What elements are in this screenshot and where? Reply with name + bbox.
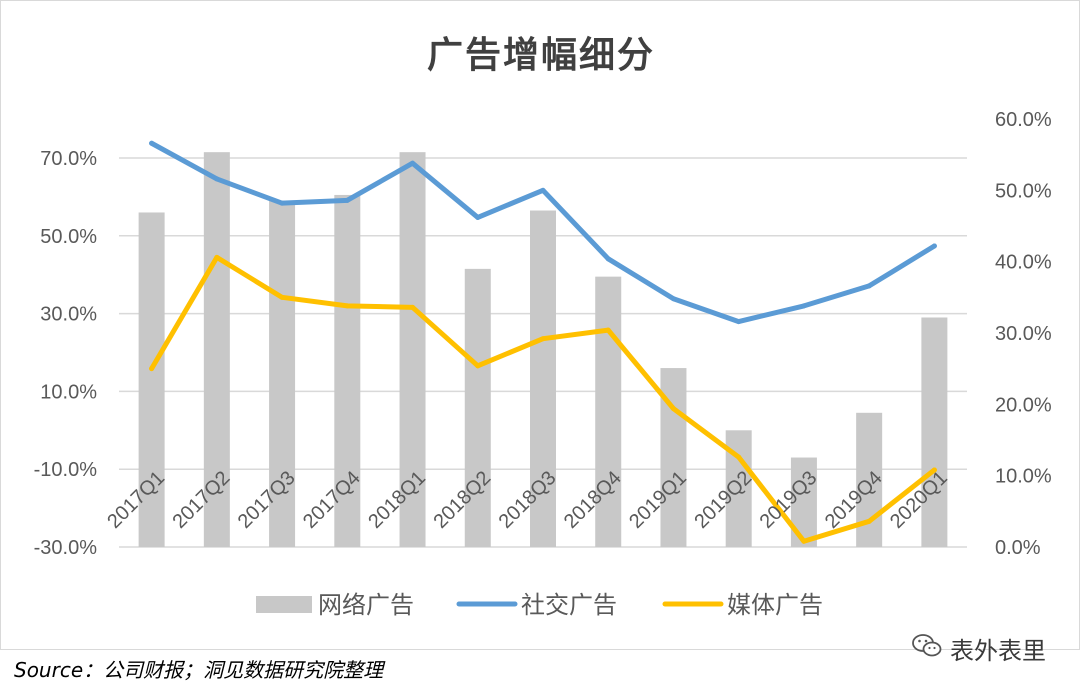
bar-2020Q1 — [921, 317, 948, 547]
bar-2018Q2 — [464, 268, 491, 547]
line-point-社交广告-2018Q1 — [410, 160, 416, 166]
right-axis-tick-label: 0.0% — [995, 537, 1041, 559]
line-point-社交广告-2017Q3 — [279, 200, 285, 206]
left-axis-tick-label: 50.0% — [40, 226, 97, 248]
line-point-社交广告-2018Q2 — [475, 214, 481, 220]
line-point-社交广告-2019Q1 — [670, 296, 676, 302]
line-point-媒体广告-2017Q3 — [279, 294, 285, 300]
watermark: 表外表里 — [912, 631, 1046, 666]
line-point-媒体广告-2018Q1 — [410, 304, 416, 310]
line-point-媒体广告-2017Q2 — [214, 254, 220, 260]
left-axis-tick-label: 70.0% — [40, 148, 97, 170]
line-point-媒体广告-2019Q1 — [670, 406, 676, 412]
line-point-媒体广告-2018Q3 — [540, 336, 546, 342]
bar-2017Q1 — [138, 212, 165, 547]
left-axis-tick-label: 10.0% — [40, 381, 97, 403]
line-point-媒体广告-2018Q2 — [475, 363, 481, 369]
legend-label: 媒体广告 — [727, 591, 823, 619]
right-axis-tick-label: 20.0% — [995, 394, 1052, 416]
line-point-社交广告-2020Q1 — [931, 243, 937, 249]
right-axis-tick-label: 60.0% — [995, 109, 1052, 131]
line-point-媒体广告-2017Q1 — [149, 366, 155, 372]
line-point-社交广告-2019Q2 — [736, 319, 742, 325]
chart-title: 广告增幅细分 — [427, 35, 655, 76]
wechat-icon — [912, 633, 942, 665]
bar-2018Q4 — [595, 276, 622, 547]
right-axis-tick-label: 50.0% — [995, 180, 1052, 202]
left-axis-tick-label: -30.0% — [34, 537, 98, 559]
chart-frame: 广告增幅细分 70.0% 50.0% 30.0% 10.0% -10.0% -30.0% … — [0, 0, 1080, 650]
watermark-text: 表外表里 — [950, 637, 1046, 665]
right-axis-tick-label: 10.0% — [995, 466, 1052, 488]
bar-2018Q1 — [399, 152, 426, 548]
line-point-媒体广告-2019Q3 — [801, 538, 807, 544]
left-axis-tick-label: -10.0% — [34, 459, 98, 481]
line-point-社交广告-2017Q4 — [344, 197, 350, 203]
right-axis-tick-label: 40.0% — [995, 252, 1052, 274]
line-point-媒体广告-2020Q1 — [931, 467, 937, 473]
bar-2018Q3 — [530, 210, 556, 547]
bar-2017Q2 — [203, 152, 230, 548]
right-axis-tick-label: 30.0% — [995, 323, 1052, 345]
line-point-媒体广告-2018Q4 — [605, 327, 611, 333]
line-point-媒体广告-2019Q2 — [736, 454, 742, 460]
legend-item-媒体广告: 媒体广告 — [662, 591, 823, 619]
chart-canvas: 广告增幅细分 70.0%50.0%30.0%10.0%-10.0%-30.0% … — [34, 35, 1052, 619]
left-axis-tick-label: 30.0% — [40, 304, 97, 326]
line-point-社交广告-2018Q3 — [540, 187, 546, 193]
bar-2017Q3 — [269, 200, 296, 548]
legend-label: 社交广告 — [521, 591, 617, 619]
source-note: Source：公司财报；洞见数据研究院整理 — [14, 658, 384, 682]
legend-item-社交广告: 社交广告 — [456, 591, 617, 619]
line-point-媒体广告-2019Q4 — [866, 518, 872, 524]
line-point-社交广告-2019Q4 — [866, 283, 872, 289]
bar-2017Q4 — [334, 194, 361, 547]
legend-swatch-bar — [256, 596, 312, 613]
legend-item-网络广告: 网络广告 — [256, 591, 414, 619]
line-point-媒体广告-2017Q4 — [344, 303, 350, 309]
line-point-社交广告-2018Q4 — [605, 256, 611, 262]
line-point-社交广告-2017Q1 — [149, 140, 155, 146]
legend-label: 网络广告 — [318, 591, 414, 619]
line-point-社交广告-2017Q2 — [214, 176, 220, 182]
line-point-社交广告-2019Q3 — [801, 303, 807, 309]
